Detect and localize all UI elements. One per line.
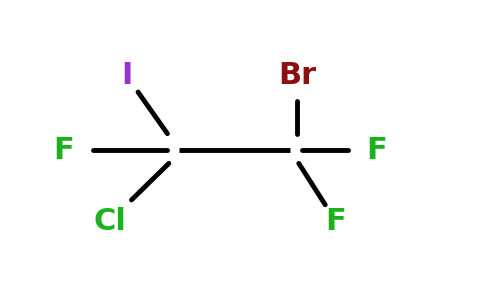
Text: F: F: [54, 136, 75, 164]
Text: F: F: [366, 136, 387, 164]
Text: F: F: [325, 207, 346, 236]
Text: Br: Br: [278, 61, 317, 90]
Text: Cl: Cl: [93, 207, 126, 236]
Text: I: I: [121, 61, 132, 90]
